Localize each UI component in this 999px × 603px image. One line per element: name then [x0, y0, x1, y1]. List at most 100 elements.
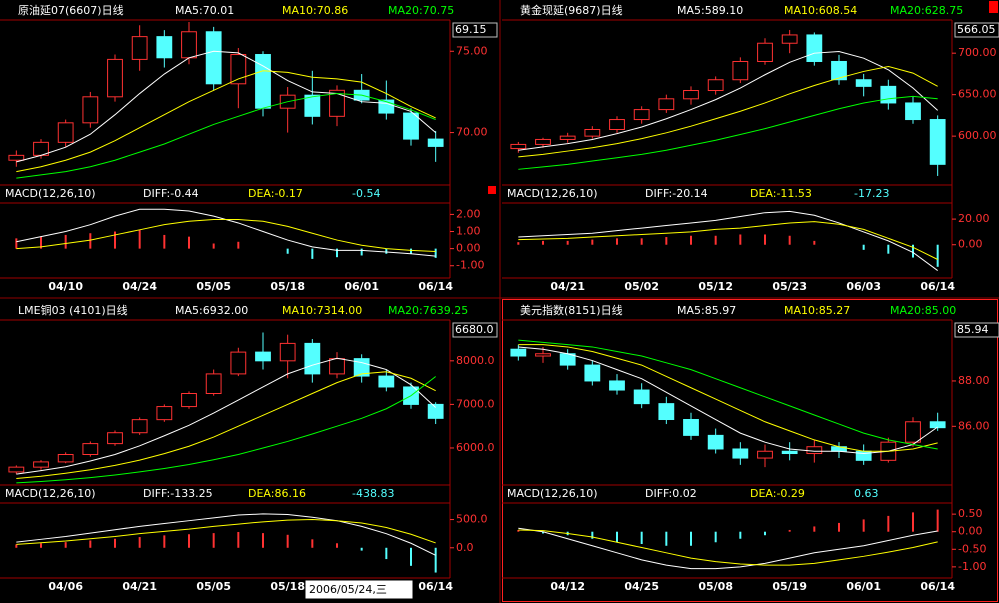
x-tick-label: 04/10	[48, 280, 83, 293]
ma-label: MA10:7314.00	[282, 304, 362, 317]
candle-body	[905, 421, 921, 443]
y-tick-label: 0.50	[958, 507, 983, 520]
candle-body	[929, 119, 946, 165]
candle-body	[82, 96, 99, 124]
candle-body	[658, 98, 675, 111]
candle-body	[806, 446, 823, 455]
candle-body	[929, 421, 946, 429]
x-tick-label: 05/08	[698, 580, 733, 593]
line-series	[16, 219, 436, 253]
candle-body	[230, 351, 247, 375]
y-tick-label: 7000.0	[456, 397, 495, 410]
candle-body	[33, 461, 49, 468]
macd-title: MACD(12,26,10)	[5, 487, 96, 500]
y-tick-label: 0.0	[456, 541, 474, 554]
candle-body	[403, 112, 419, 140]
candle-body	[57, 454, 74, 463]
y-tick-label: 600.00	[958, 129, 997, 142]
candle-body	[707, 434, 724, 450]
x-tick-label: 05/02	[624, 280, 659, 293]
line-series	[16, 376, 436, 484]
ma-label: MA5:6932.00	[175, 304, 248, 317]
x-tick-label: 05/05	[196, 580, 231, 593]
candle-body	[880, 85, 897, 104]
y-tick-label: 2.00	[456, 207, 481, 220]
x-tick-label: 06/14	[418, 580, 453, 593]
line-series	[518, 65, 938, 158]
candle-body	[905, 102, 921, 121]
y-tick-label: 700.00	[958, 46, 997, 59]
candle-body	[82, 443, 99, 456]
x-tick-label: 05/18	[270, 580, 305, 593]
line-series	[16, 513, 436, 556]
x-tick-label: 05/12	[698, 280, 733, 293]
marker	[989, 1, 998, 13]
ma-label: MA10:70.86	[282, 4, 348, 17]
candle-body	[732, 60, 749, 81]
ma-label: MA20:7639.25	[388, 304, 468, 317]
candle-body	[205, 31, 222, 85]
line-series	[16, 519, 436, 545]
marker	[488, 186, 496, 194]
y-tick-label: 75.00	[456, 44, 488, 57]
y-tick-label: 6000.0	[456, 441, 495, 454]
candle-body	[8, 466, 25, 473]
candle-body	[535, 138, 551, 145]
candle-body	[57, 122, 74, 143]
macd-label: DEA:-0.29	[750, 487, 805, 500]
candle-body	[8, 154, 25, 161]
y-tick-label: 0.00	[456, 242, 481, 255]
macd-title: MACD(12,26,10)	[5, 187, 96, 200]
candle-body	[584, 364, 601, 382]
macd-label: DIFF:-0.44	[143, 187, 199, 200]
line-series	[16, 50, 436, 163]
candle-body	[156, 406, 173, 421]
candle-body	[107, 432, 123, 445]
macd-label: DIFF:-20.14	[645, 187, 708, 200]
y-tick-label: -1.00	[456, 259, 484, 272]
ma-label: MA5:589.10	[677, 4, 743, 17]
candle-body	[427, 138, 444, 147]
line-series	[16, 357, 437, 475]
ma-label: MA20:70.75	[388, 4, 454, 17]
candle-body	[855, 79, 872, 87]
y-tick-label: 70.00	[456, 126, 488, 139]
line-series	[518, 339, 938, 450]
candle-body	[131, 36, 148, 60]
x-tick-label: 06/01	[846, 580, 881, 593]
line-series	[16, 70, 436, 173]
candle-body	[633, 109, 650, 121]
candle-body	[427, 403, 444, 419]
candle-body	[757, 450, 773, 459]
candle-body	[707, 79, 724, 92]
line-series	[518, 344, 938, 452]
candle-body	[329, 89, 345, 117]
candle-body	[156, 36, 173, 59]
y-tick-label: -1.00	[958, 560, 986, 573]
line-series	[518, 529, 938, 566]
line-series	[518, 221, 938, 260]
macd-label: DEA:-0.17	[248, 187, 303, 200]
candle-body	[304, 342, 321, 375]
macd-label: DIFF:-133.25	[143, 487, 213, 500]
candle-body	[781, 450, 798, 455]
y-tick-label: 0.00	[958, 238, 983, 251]
ma-label: MA5:70.01	[175, 4, 234, 17]
tooltip-box	[304, 579, 414, 600]
candle-body	[757, 42, 773, 62]
candle-body	[633, 389, 650, 405]
candle-body	[609, 380, 625, 391]
x-tick-label: 06/03	[846, 280, 881, 293]
x-tick-label: 06/01	[344, 280, 379, 293]
candle-body	[181, 393, 197, 408]
macd-title: MACD(12,26,10)	[507, 487, 598, 500]
candle-body	[683, 90, 699, 100]
candle-body	[329, 358, 345, 375]
candle-body	[510, 143, 527, 150]
x-tick-label: 06/14	[920, 280, 955, 293]
candle-body	[353, 358, 370, 377]
candle-body	[205, 373, 222, 395]
y-tick-label: 20.00	[958, 212, 990, 225]
line-series	[518, 210, 938, 271]
